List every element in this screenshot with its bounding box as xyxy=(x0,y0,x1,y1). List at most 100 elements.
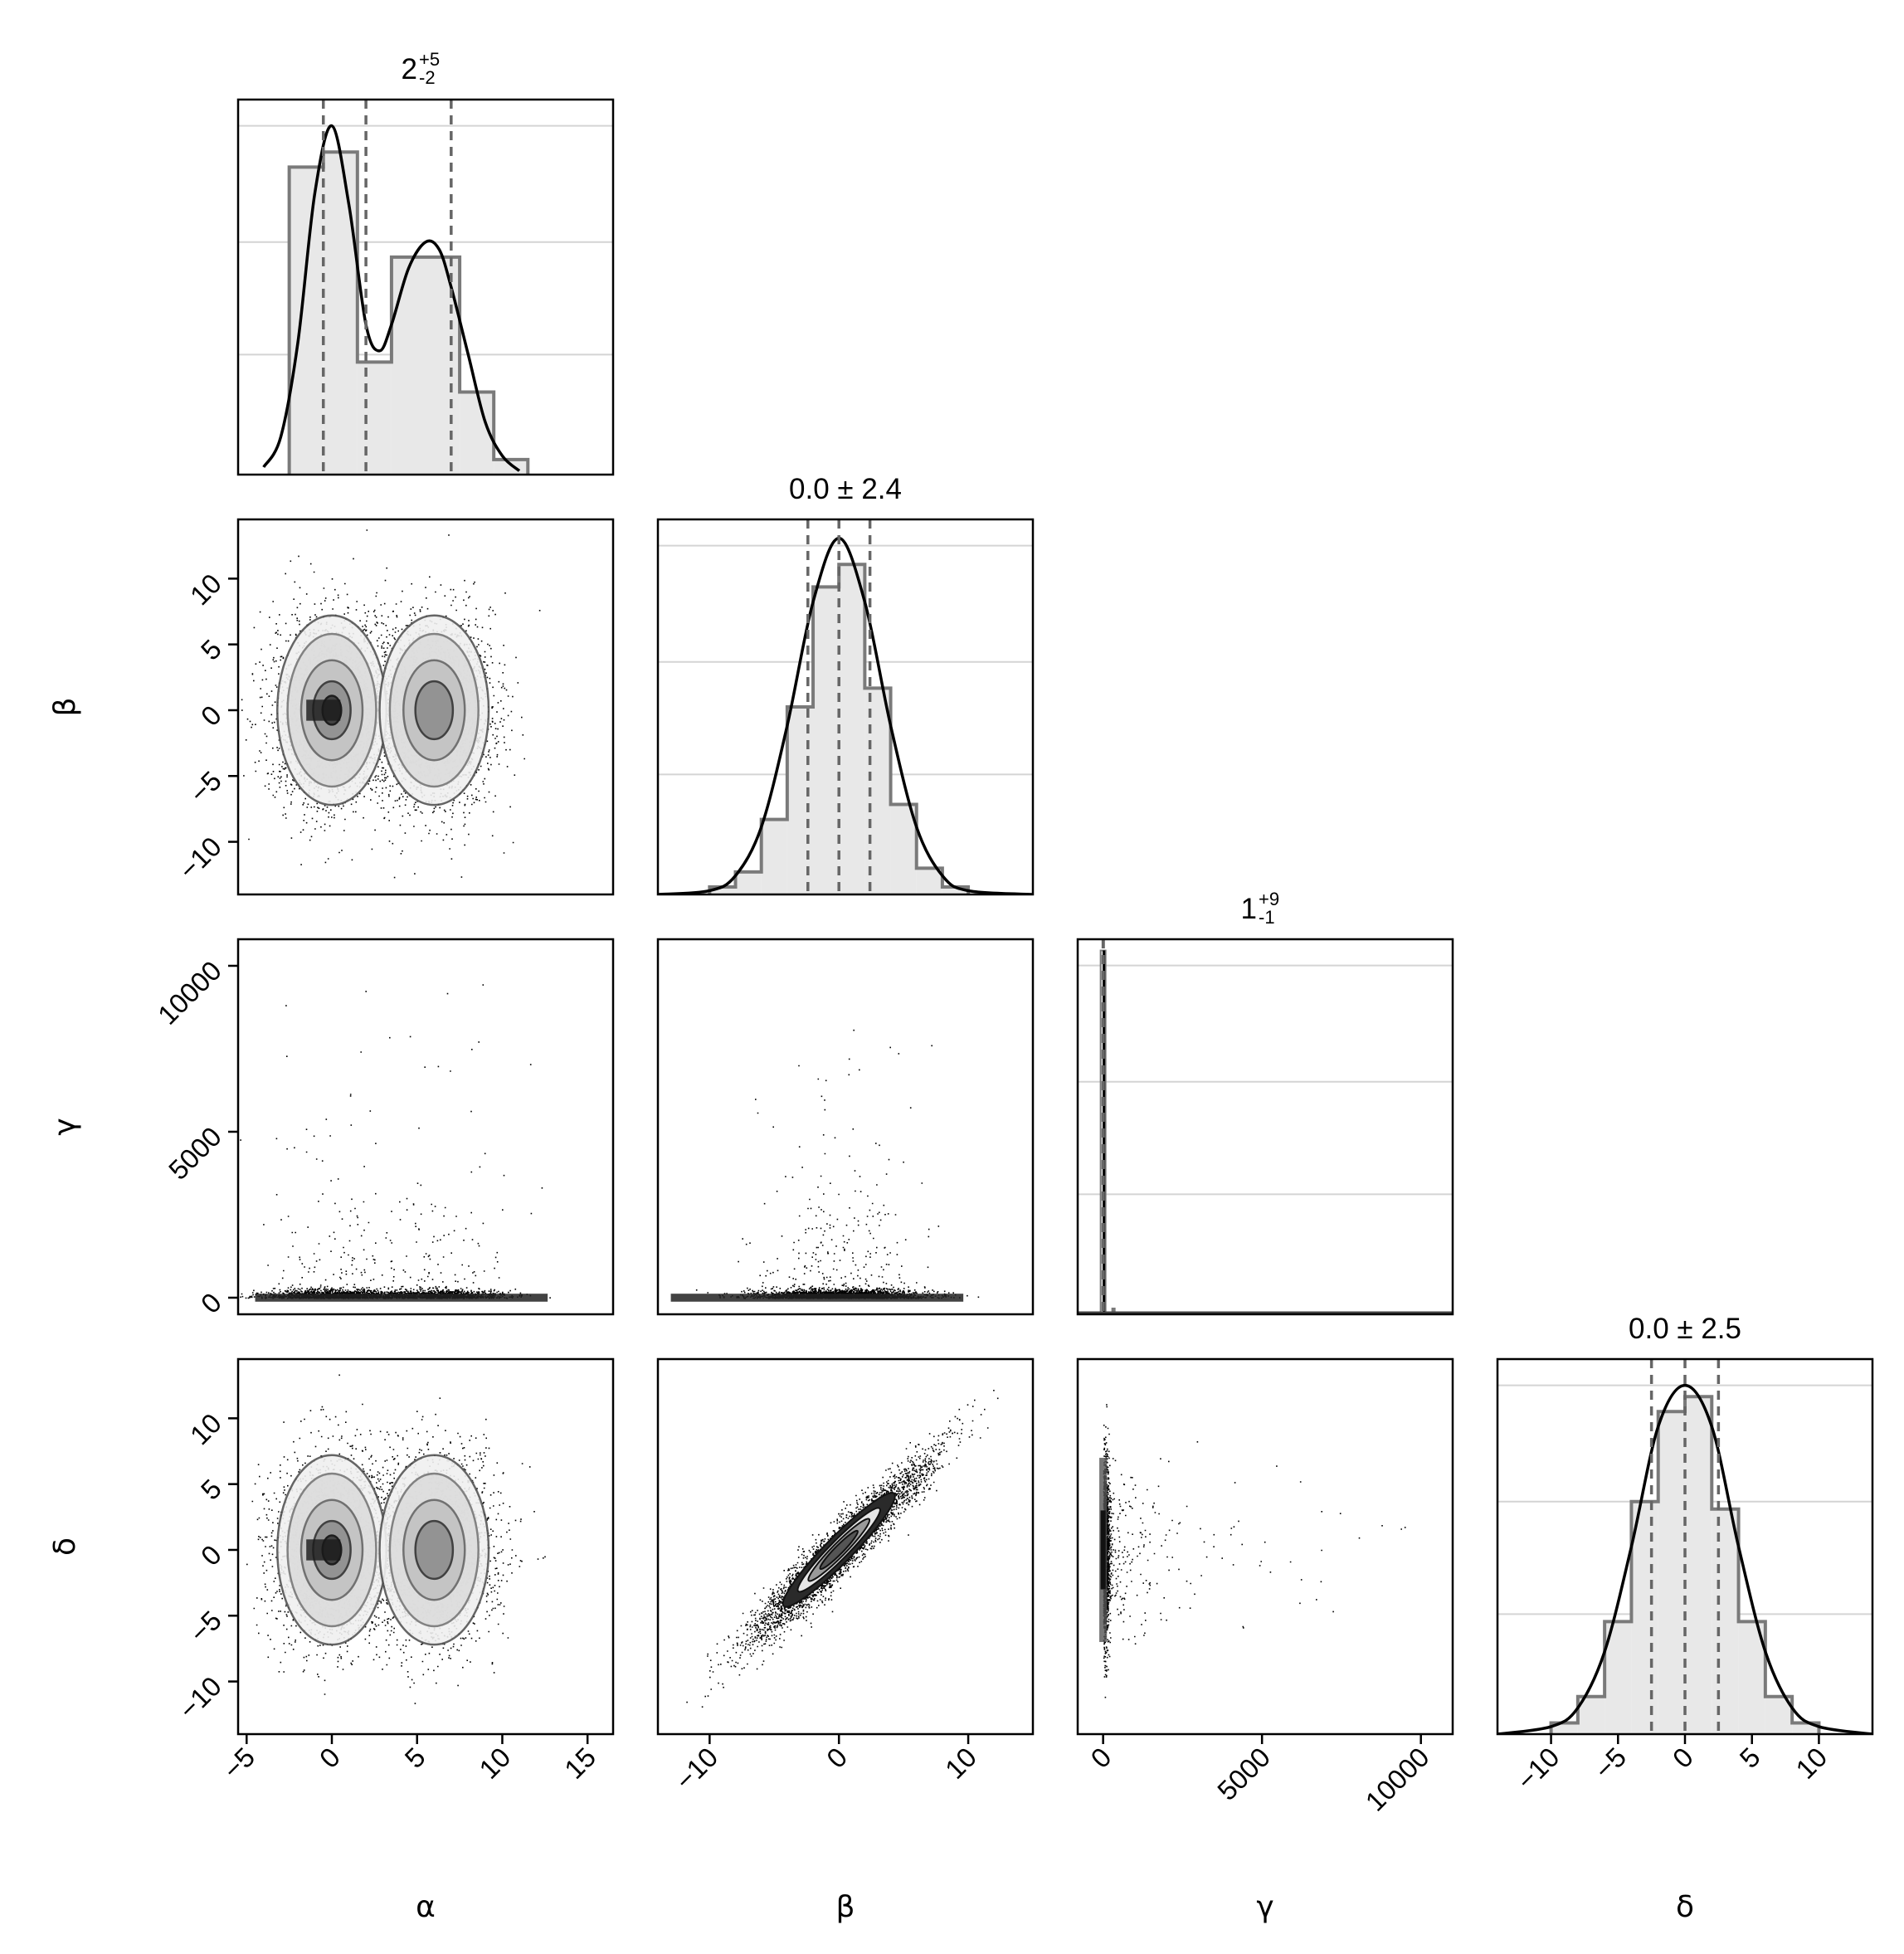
y-axis-δ: −10 −5 0 5 10 δ xyxy=(48,1407,238,1725)
y-tick-label: 5000 xyxy=(163,1121,227,1186)
panel-frame xyxy=(236,98,615,476)
x-tick-label: 10 xyxy=(939,1742,982,1785)
hist-bar xyxy=(942,886,969,894)
diag-panel-content xyxy=(1078,939,1453,1314)
diag-panel-4: 0.0 ± 2.5 xyxy=(1496,1313,1874,1736)
y-tick-label: 10 xyxy=(184,568,227,611)
scatter-points xyxy=(241,529,541,879)
x-tick-label: 5000 xyxy=(1211,1742,1276,1806)
y-axis-β: −10 −5 0 5 10 β xyxy=(48,568,238,885)
x-tick-label: −10 xyxy=(670,1742,724,1796)
scatter-panel-content xyxy=(238,984,551,1302)
hist-bar xyxy=(735,871,762,894)
y-tick-label: −10 xyxy=(173,831,227,885)
panel-frame xyxy=(656,1357,1035,1736)
panel-frame xyxy=(1076,938,1454,1316)
title-superscript: +9 xyxy=(1259,889,1279,909)
x-axis-label-α: α xyxy=(416,1890,436,1924)
hist-bar xyxy=(709,886,736,894)
density-core xyxy=(306,1539,341,1561)
x-axis-label-γ: γ xyxy=(1256,1890,1273,1924)
density-contour xyxy=(819,1529,859,1571)
hist-bar xyxy=(289,167,324,475)
hist-bar xyxy=(494,459,528,475)
panel-frame xyxy=(1076,1357,1454,1736)
x-tick-label: 15 xyxy=(558,1742,601,1785)
scatter-panel-α-δ xyxy=(236,1357,615,1736)
title-subscript: -2 xyxy=(419,67,436,88)
title-superscript: +5 xyxy=(419,49,440,70)
scatter-panel-α-β xyxy=(236,518,615,896)
density-core xyxy=(306,699,341,721)
x-tick-label: 0 xyxy=(1667,1742,1699,1774)
y-tick-label: 0 xyxy=(195,1287,227,1319)
diag-panel-content xyxy=(658,519,1033,894)
hist-bar xyxy=(916,868,942,894)
hist-bar xyxy=(323,152,358,475)
y-axis-γ: 0 5000 10000 γ xyxy=(48,955,238,1319)
hist-step xyxy=(287,150,530,475)
density-core xyxy=(1100,1510,1106,1590)
kde-curve xyxy=(1497,1383,1872,1734)
x-axis-γ: 0 5000 10000 γ xyxy=(1084,1734,1435,1924)
panel-frame xyxy=(656,518,1035,896)
x-tick-label: 10000 xyxy=(1360,1742,1435,1817)
y-axis-label-β: β xyxy=(48,698,82,717)
scatter-panel-α-γ xyxy=(236,938,615,1316)
diag-panel-content xyxy=(1497,1359,1872,1734)
x-tick-label: −10 xyxy=(1511,1742,1566,1796)
diag-panel-content xyxy=(238,100,613,475)
y-tick-label: 5 xyxy=(195,1473,227,1505)
y-tick-label: −5 xyxy=(183,1605,227,1649)
hist-bar xyxy=(761,819,787,894)
scatter-points xyxy=(1103,1404,1406,1698)
y-tick-label: −10 xyxy=(173,1670,227,1725)
hist-bar xyxy=(890,804,917,894)
hist-bar xyxy=(1685,1396,1712,1734)
diag-panel-1: 2 +5-2 xyxy=(236,49,615,476)
x-tick-label: −5 xyxy=(1588,1742,1632,1786)
scatter-panel-content xyxy=(241,529,541,879)
panel-frame xyxy=(236,518,615,896)
panel-title: 2 xyxy=(402,53,417,85)
hist-bar xyxy=(839,564,865,894)
x-tick-label: 0 xyxy=(1084,1742,1117,1774)
hist-bar xyxy=(1658,1411,1685,1734)
panel-title: 0.0 ± 2.4 xyxy=(789,473,902,505)
hist-step xyxy=(1549,1395,1821,1734)
x-tick-label: 5 xyxy=(399,1742,431,1774)
hist-bar xyxy=(813,587,840,894)
scatter-points xyxy=(695,1029,980,1299)
y-tick-label: 10000 xyxy=(152,955,227,1031)
x-tick-label: 10 xyxy=(473,1742,516,1785)
hist-bar xyxy=(1631,1501,1658,1734)
title-subscript: -1 xyxy=(1259,907,1275,928)
y-tick-label: 10 xyxy=(184,1407,227,1450)
panel-title: 1 xyxy=(1241,893,1257,925)
panel-frame xyxy=(236,938,615,1316)
density-band xyxy=(255,1294,548,1302)
x-tick-label: 0 xyxy=(314,1742,346,1774)
y-tick-label: 5 xyxy=(195,633,227,665)
x-tick-label: 0 xyxy=(821,1742,853,1774)
scatter-panel-β-γ xyxy=(656,938,1035,1316)
hist-bar xyxy=(786,707,814,894)
density-band xyxy=(670,1294,964,1302)
kde-curve xyxy=(262,124,521,472)
x-axis-label-β: β xyxy=(836,1890,855,1924)
density-contour xyxy=(414,680,455,741)
hist-bar xyxy=(1712,1508,1739,1734)
x-axis-δ: −10 −5 0 5 10 δ xyxy=(1511,1734,1833,1924)
panel-frame xyxy=(236,1357,615,1736)
x-axis-β: −10 0 10 β xyxy=(670,1734,982,1924)
hist-bar xyxy=(426,256,460,475)
diag-panel-2: 0.0 ± 2.4 xyxy=(656,473,1035,896)
y-axis-label-δ: δ xyxy=(48,1537,82,1556)
diag-panel-3: 1 +9-1 xyxy=(1076,889,1454,1316)
x-axis-α: −5 0 5 10 15 α xyxy=(217,1734,601,1924)
y-axis-label-γ: γ xyxy=(48,1118,82,1135)
scatter-points xyxy=(238,984,551,1299)
x-axis-label-δ: δ xyxy=(1676,1890,1694,1924)
panel-title: 0.0 ± 2.5 xyxy=(1629,1313,1741,1345)
